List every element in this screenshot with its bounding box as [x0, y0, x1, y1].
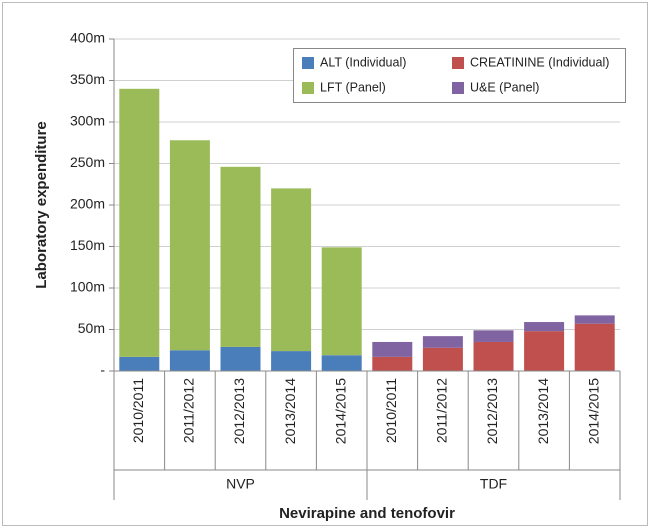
- x-tick-label: 2011/2012: [181, 378, 197, 443]
- bar-segment: [574, 323, 615, 371]
- legend-label: ALT (Individual): [320, 55, 406, 69]
- legend-label: U&E (Panel): [470, 80, 539, 94]
- x-tick-label: 2013/2014: [282, 378, 298, 444]
- y-tick-label: 250m: [70, 154, 105, 170]
- bar-segment: [119, 356, 160, 371]
- legend-swatch: [302, 57, 314, 69]
- legend-swatch: [452, 82, 464, 94]
- bar-segment: [271, 188, 312, 352]
- bar-segment: [372, 356, 413, 371]
- bar-segment: [473, 330, 514, 342]
- bar-segment: [321, 355, 362, 371]
- y-tick-label: -: [100, 362, 105, 378]
- x-axis-label: Nevirapine and tenofovir: [279, 505, 455, 522]
- x-tick-label: 2010/2011: [130, 378, 146, 443]
- legend-swatch: [302, 82, 314, 94]
- bar-segment: [524, 322, 565, 332]
- x-tick-label: 2014/2015: [332, 378, 348, 444]
- y-tick-label: 300m: [70, 113, 105, 129]
- bar-segment: [220, 346, 261, 371]
- bar-segment: [372, 341, 413, 357]
- group-label: NVP: [226, 476, 255, 492]
- legend-label: LFT (Panel): [320, 80, 386, 94]
- y-tick-label: 400m: [70, 30, 105, 46]
- legend-label: CREATININE (Individual): [470, 55, 609, 69]
- bar-segment: [473, 341, 514, 371]
- bar-segment: [422, 336, 463, 348]
- legend-swatch: [452, 57, 464, 69]
- y-tick-label: 100m: [70, 279, 105, 295]
- y-tick-label: 200m: [70, 196, 105, 212]
- bar-segment: [220, 166, 261, 347]
- y-tick-label: 50m: [78, 320, 105, 336]
- bar-segment: [321, 247, 362, 356]
- x-tick-label: 2013/2014: [535, 378, 551, 444]
- bar-segment: [574, 315, 615, 324]
- x-tick-label: 2011/2012: [434, 378, 450, 443]
- y-axis-label: Laboratory expenditure: [33, 121, 50, 289]
- x-tick-label: 2012/2013: [231, 378, 247, 444]
- bar-segment: [119, 88, 160, 357]
- group-label: TDF: [480, 476, 507, 492]
- y-tick-label: 150m: [70, 237, 105, 253]
- y-tick-label: 350m: [70, 71, 105, 87]
- x-tick-label: 2014/2015: [585, 378, 601, 444]
- x-tick-label: 2010/2011: [383, 378, 399, 443]
- bar-segment: [422, 347, 463, 371]
- bar-segment: [524, 331, 565, 371]
- bar-segment: [169, 140, 210, 351]
- bar-segment: [271, 351, 312, 371]
- bar-segment: [169, 350, 210, 371]
- x-tick-label: 2012/2013: [484, 378, 500, 444]
